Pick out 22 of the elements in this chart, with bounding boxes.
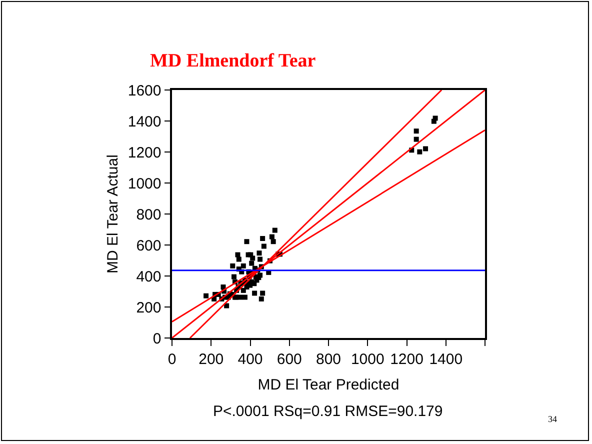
text: P<.0001 RSq=0.91 RMSE=90.179 [213,403,443,420]
x-tick-label: 600 [276,350,302,368]
y-axis-title: MD El Tear Actual [104,154,122,274]
x-tick-label: 1200 [390,350,424,368]
x-axis-title: MD El Tear Predicted [258,376,400,394]
y-tick-label: 1600 [128,82,162,100]
y-tick-label: 800 [136,206,162,224]
y-tick-label: 400 [136,268,162,286]
x-tick-label: 1000 [350,350,384,368]
x-tick-label: 1400 [429,350,463,368]
x-tick-label: 0 [168,350,176,368]
x-tick-label: 400 [238,350,263,368]
y-tick-label: 1400 [128,113,162,130]
x-tick-label: 200 [198,350,224,368]
text: 34 [548,414,558,424]
y-tick-label: 1000 [128,175,162,192]
x-tick-label: 800 [316,350,342,368]
y-tick-label: 0 [152,330,162,348]
y-tick-label: 1200 [128,144,162,162]
chart-title: MD Elmendorf Tear [150,50,316,72]
y-tick-label: 200 [136,299,162,316]
y-tick-label: 600 [136,237,162,254]
